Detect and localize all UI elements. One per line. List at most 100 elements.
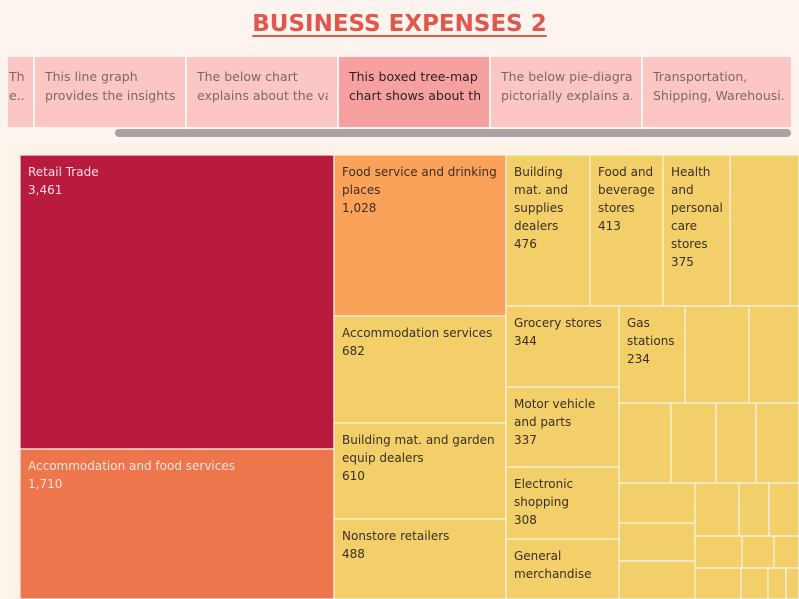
treemap-tile-minor[interactable]	[618, 402, 672, 484]
story-tab-text: pictorially explains a..	[501, 88, 632, 103]
treemap-tile[interactable]: Gas stations 234	[618, 305, 686, 404]
treemap-tile-name: Electronic	[514, 477, 573, 491]
story-tab-5[interactable]: The below pie-diagram pictorially explain…	[491, 57, 641, 127]
treemap-tile-rect[interactable]	[505, 386, 620, 468]
treemap-tile[interactable]: Motor vehicle and parts 337	[505, 386, 620, 468]
treemap-tile-value: 234	[627, 352, 650, 366]
treemap-tile-name: Building	[514, 165, 563, 179]
treemap-tile[interactable]: Accommodation and food services 1,710	[19, 448, 335, 599]
treemap-tile-name: Building mat. and garden	[342, 433, 495, 447]
story-tab-3[interactable]: The below chart explains about the va..	[187, 57, 337, 127]
treemap-tile[interactable]: Food service and drinking places 1,028	[333, 154, 507, 317]
treemap-tile-minor[interactable]	[618, 482, 696, 524]
treemap-tile[interactable]: Nonstore retailers 488	[333, 518, 507, 599]
treemap-tile-value: 3,461	[28, 183, 62, 197]
treemap-tile-rect[interactable]	[333, 154, 507, 317]
treemap-tile-name: mat. and	[514, 183, 568, 197]
scrollbar-thumb[interactable]	[115, 129, 791, 137]
treemap-tile-name: Food and	[598, 165, 653, 179]
treemap-tile-minor[interactable]	[684, 305, 750, 404]
treemap-tile-value: 413	[598, 219, 621, 233]
treemap-tile-minor[interactable]	[694, 567, 742, 599]
treemap-tile[interactable]: General merchandise	[505, 538, 620, 599]
treemap-tile-name: and	[671, 183, 694, 197]
story-tab-text: e..	[9, 88, 25, 103]
treemap-tile-value: 476	[514, 237, 537, 251]
treemap-tile[interactable]: Food and beverage stores 413	[589, 154, 664, 307]
story-tab-4[interactable]: This boxed tree-map chart shows about th.…	[339, 57, 489, 127]
story-tab-text: chart shows about th..	[349, 88, 480, 103]
treemap-tile-minor[interactable]	[694, 535, 743, 569]
treemap-tile-value: 488	[342, 547, 365, 561]
story-tab-1[interactable]: Th e..	[8, 57, 33, 127]
treemap-tile[interactable]: Health and personal care stores 375	[662, 154, 731, 307]
treemap-tile[interactable]: Electronic shopping 308	[505, 466, 620, 540]
treemap-tile-name: personal	[671, 201, 723, 215]
treemap-tile-minor[interactable]	[738, 482, 770, 537]
treemap-tile-minor[interactable]	[618, 560, 696, 599]
story-tab-text: Th	[9, 69, 25, 84]
story-tab-text: Transportation,	[653, 69, 748, 84]
treemap-tile-minor[interactable]	[767, 567, 787, 599]
treemap-tile-minor[interactable]	[729, 154, 799, 307]
treemap-tile-name: equip dealers	[342, 451, 424, 465]
treemap-tile-value: 610	[342, 469, 365, 483]
treemap-tile[interactable]: Accommodation services 682	[333, 315, 507, 424]
treemap-tile-name: Motor vehicle	[514, 397, 595, 411]
treemap-tile-value: 337	[514, 433, 537, 447]
treemap-tile[interactable]: Retail Trade 3,461	[19, 154, 335, 450]
treemap-tile-name: merchandise	[514, 567, 592, 581]
treemap-tile-name: and parts	[514, 415, 571, 429]
story-tab-text: explains about the va..	[197, 88, 328, 103]
story-tab-6[interactable]: Transportation, Shipping, Warehousi..	[643, 57, 791, 127]
treemap-tile-name: General	[514, 549, 561, 563]
treemap-tile-name: places	[342, 183, 381, 197]
treemap-tile-minor[interactable]	[741, 535, 775, 569]
treemap-tile-value: 344	[514, 334, 537, 348]
treemap-tile-rect[interactable]	[333, 518, 507, 599]
treemap-tile-minor[interactable]	[740, 567, 769, 599]
treemap-tile-rect[interactable]	[19, 154, 335, 450]
treemap-tile-minor[interactable]	[694, 482, 740, 537]
treemap-tile-minor[interactable]	[755, 402, 799, 484]
treemap-tile-rect[interactable]	[505, 466, 620, 540]
treemap-tile-name: care	[671, 219, 697, 233]
treemap-tile-minor[interactable]	[748, 305, 799, 404]
treemap-tile-name: Food service and drinking	[342, 165, 497, 179]
treemap-tile-minor[interactable]	[785, 567, 799, 599]
treemap-tile-name: stores	[598, 201, 635, 215]
treemap-tile[interactable]: Building mat. and supplies dealers 476	[505, 154, 591, 307]
treemap-tile-name: supplies	[514, 201, 563, 215]
treemap-tile-rect[interactable]	[505, 305, 620, 388]
treemap-tile-name: Gas	[627, 316, 650, 330]
treemap-tile[interactable]: Building mat. and garden equip dealers 610	[333, 422, 507, 520]
treemap-tile[interactable]: Grocery stores 344	[505, 305, 620, 388]
treemap-tile-name: stores	[671, 237, 708, 251]
treemap-tile-name: Retail Trade	[28, 165, 99, 179]
treemap-tile-name: Accommodation and food services	[28, 459, 235, 473]
treemap-tile-name: dealers	[514, 219, 558, 233]
treemap-tile-name: Accommodation services	[342, 326, 492, 340]
treemap-tile-minor[interactable]	[715, 402, 757, 484]
treemap-tile-rect[interactable]	[662, 154, 731, 307]
treemap-tile-rect[interactable]	[618, 305, 686, 404]
story-tab-2[interactable]: This line graph provides the insights ..	[35, 57, 185, 127]
treemap-tile-rect[interactable]	[505, 154, 591, 307]
treemap-tile-name: Grocery stores	[514, 316, 602, 330]
tab-strip-scrollbar[interactable]	[8, 129, 791, 137]
page-title: BUSINESS EXPENSES 2	[252, 11, 547, 37]
treemap-panel: Retail Trade 3,461 Accommodation and food …	[8, 143, 799, 599]
treemap-tile-minor[interactable]	[670, 402, 717, 484]
treemap-tile-value: 682	[342, 344, 365, 358]
treemap-tile-rect[interactable]	[333, 315, 507, 424]
treemap-tile-minor[interactable]	[773, 535, 799, 569]
treemap-tile-value: 375	[671, 255, 694, 269]
story-tab-text: The below chart	[197, 69, 298, 84]
treemap-tile-minor[interactable]	[768, 482, 799, 537]
treemap-tile-rect[interactable]	[505, 538, 620, 599]
story-tab-strip: Th e.. This line graph provides the insight…	[8, 57, 791, 127]
treemap-tile-name: Nonstore retailers	[342, 529, 449, 543]
treemap-tile-minor[interactable]	[618, 522, 696, 562]
treemap-tile-rect[interactable]	[19, 448, 335, 599]
treemap-tile-name: beverage	[598, 183, 655, 197]
